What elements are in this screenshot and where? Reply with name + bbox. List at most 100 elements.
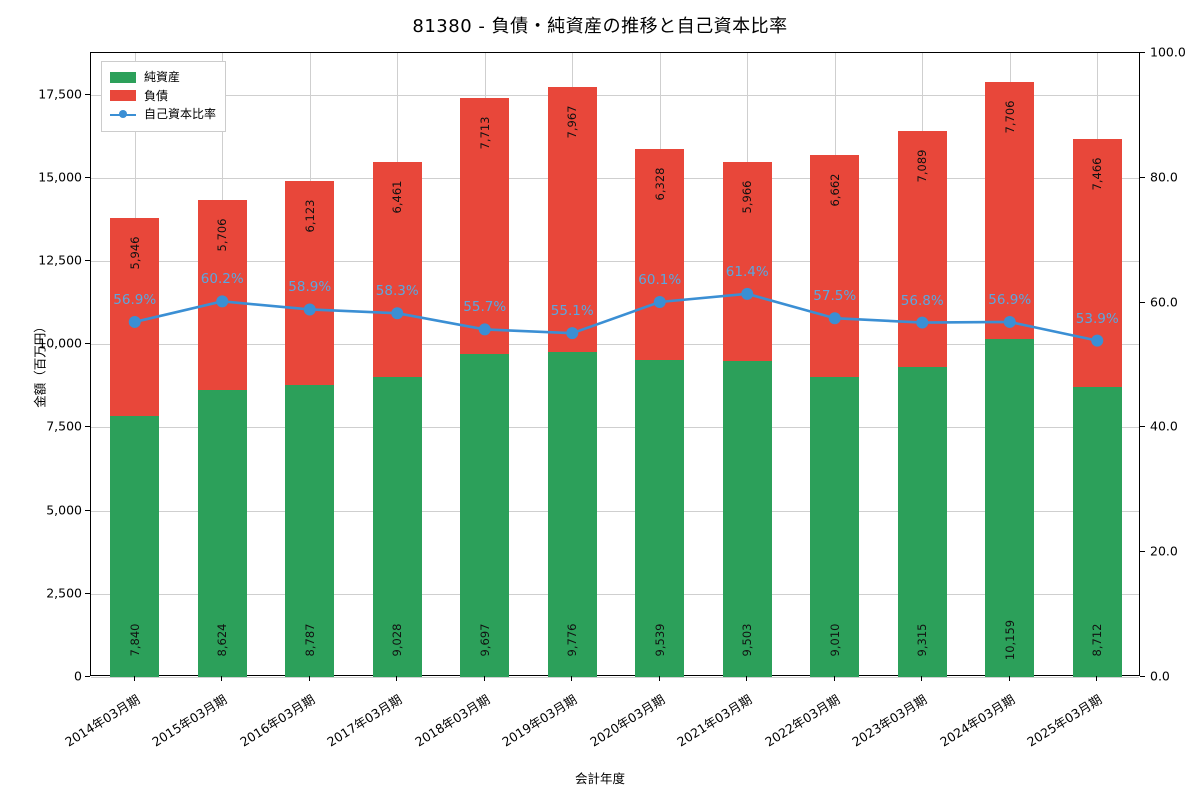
x-axis-tick-label: 2014年03月期	[61, 691, 143, 750]
ratio-value-label: 58.3%	[375, 283, 419, 300]
ratio-marker[interactable]	[566, 327, 579, 340]
bar-liabilities[interactable]: 7,967	[547, 86, 597, 352]
ratio-value-label: 58.9%	[288, 279, 332, 296]
bar-equity[interactable]: 9,776	[547, 351, 597, 677]
ratio-marker[interactable]	[741, 287, 754, 300]
ratio-value-label: 56.8%	[900, 292, 944, 309]
bar-equity[interactable]: 8,712	[1072, 387, 1122, 677]
x-axis-tick	[921, 676, 923, 681]
gridline-horizontal	[91, 510, 1139, 512]
y-axis-left-tick	[85, 592, 90, 594]
y-axis-left-tick-label: 0	[74, 668, 82, 684]
x-axis-tick	[833, 676, 835, 681]
bar-liabilities[interactable]: 5,706	[197, 200, 247, 390]
bar-liabilities[interactable]: 6,328	[635, 148, 685, 360]
ratio-marker[interactable]	[1003, 315, 1016, 328]
x-axis-tick-label: 2017年03月期	[324, 691, 405, 750]
ratio-marker[interactable]	[391, 307, 404, 320]
x-axis-tick-label: 2016年03月期	[236, 691, 318, 750]
ratio-value-label: 53.9%	[1075, 310, 1119, 327]
bar-liabilities[interactable]: 7,713	[460, 97, 510, 355]
x-axis-tick-label: 2015年03月期	[149, 691, 230, 750]
chart-legend: 純資産 負債 自己資本比率	[101, 61, 227, 132]
bar-equity[interactable]: 9,539	[635, 359, 685, 677]
plot-area: 7,840 5,946 8,624 5,706 8,787 6,123 9,028 6,461…	[33, 52, 1140, 678]
bar-equity[interactable]: 10,159	[985, 338, 1035, 677]
y-axis-left-tick	[85, 260, 90, 261]
bar-equity[interactable]: 9,315	[897, 366, 947, 677]
gridline-horizontal	[91, 677, 1139, 678]
gridline-horizontal	[91, 177, 1139, 179]
bar-equity[interactable]: 9,010	[810, 377, 860, 677]
y-axis-right-tick-label: 20.0	[1150, 543, 1178, 559]
legend-swatch-equity-icon	[110, 71, 136, 83]
gridline-horizontal	[91, 344, 1139, 346]
bar-equity[interactable]: 9,697	[460, 354, 510, 677]
x-axis-tick-label: 2024年03月期	[936, 691, 1018, 750]
y-axis-left-tick	[85, 343, 90, 345]
gridline-horizontal	[91, 427, 1139, 429]
ratio-value-label: 61.4%	[725, 263, 769, 280]
ratio-marker[interactable]	[303, 303, 316, 316]
y-axis-right-tick	[1140, 301, 1145, 303]
bar-equity[interactable]: 8,787	[285, 384, 335, 677]
y-axis-left-tick	[85, 176, 90, 178]
y-axis-right-tick-label: 80.0	[1150, 169, 1178, 185]
ratio-value-label: 57.5%	[813, 288, 857, 305]
y-axis-right-tick-label: 100.0	[1150, 44, 1186, 60]
y-axis-left-tick	[85, 676, 90, 677]
legend-item-liabilities: 負債	[110, 87, 216, 106]
legend-swatch-equity-ratio-icon	[110, 109, 136, 120]
y-axis-right-tick	[1140, 52, 1145, 53]
ratio-value-label: 56.9%	[113, 291, 157, 308]
legend-label-equity-ratio: 自己資本比率	[144, 107, 217, 122]
y-axis-left-tick-label: 5,000	[46, 502, 82, 518]
bar-liabilities[interactable]: 6,123	[285, 180, 335, 385]
ratio-marker[interactable]	[478, 323, 491, 336]
x-axis-tick	[658, 676, 660, 681]
legend-item-equity: 純資産	[110, 68, 216, 87]
y-axis-left-tick-label: 2,500	[46, 585, 82, 601]
x-axis-tick-label: 2019年03月期	[499, 691, 580, 750]
ratio-marker[interactable]	[1091, 334, 1104, 347]
ratio-marker[interactable]	[916, 316, 929, 329]
y-axis-right-tick	[1140, 426, 1145, 428]
ratio-marker[interactable]	[653, 295, 666, 308]
x-axis-tick-label: 2023年03月期	[849, 691, 930, 750]
ratio-value-label: 55.1%	[550, 303, 594, 320]
x-axis-tick	[571, 676, 573, 681]
x-axis-tick	[308, 676, 310, 681]
ratio-line-layer	[128, 287, 1104, 347]
y-axis-right-tick-label: 0.0	[1150, 668, 1170, 684]
bar-equity[interactable]: 8,624	[197, 389, 247, 677]
gridline-horizontal	[91, 261, 1139, 262]
bar-equity[interactable]: 7,840	[110, 416, 160, 677]
x-axis-tick-label: 2018年03月期	[411, 691, 493, 750]
bar-liabilities[interactable]: 6,461	[372, 161, 422, 377]
x-axis-tick-label: 2021年03月期	[674, 691, 755, 750]
legend-label-liabilities: 負債	[144, 88, 169, 103]
x-axis-tick-label: 2022年03月期	[761, 691, 843, 750]
bar-liabilities[interactable]: 6,662	[810, 155, 860, 378]
ratio-line	[134, 292, 1098, 342]
gridline-horizontal	[91, 593, 1139, 595]
bar-liabilities[interactable]: 7,706	[985, 82, 1035, 339]
bar-equity[interactable]: 9,028	[372, 376, 422, 677]
ratio-marker[interactable]	[828, 312, 841, 325]
y-axis-left-tick-label: 17,500	[38, 86, 82, 102]
y-axis-left-tick	[85, 426, 90, 428]
ratio-value-label: 55.7%	[463, 299, 507, 316]
y-axis-left-tick-label: 10,000	[38, 335, 82, 351]
ratio-value-label: 56.9%	[988, 291, 1032, 308]
bar-equity[interactable]: 9,503	[722, 360, 772, 677]
legend-item-equity-ratio: 自己資本比率	[110, 105, 216, 124]
ratio-value-label: 60.1%	[638, 271, 682, 288]
y-axis-right-tick-label: 60.0	[1150, 294, 1178, 310]
y-axis-left-tick	[85, 509, 90, 511]
ratio-marker[interactable]	[216, 295, 229, 308]
x-axis-tick	[396, 676, 398, 681]
y-axis-right-tick	[1140, 676, 1145, 677]
y-axis-right-tick	[1140, 551, 1145, 553]
bar-liabilities[interactable]: 5,966	[722, 162, 772, 361]
ratio-marker[interactable]	[128, 315, 141, 328]
